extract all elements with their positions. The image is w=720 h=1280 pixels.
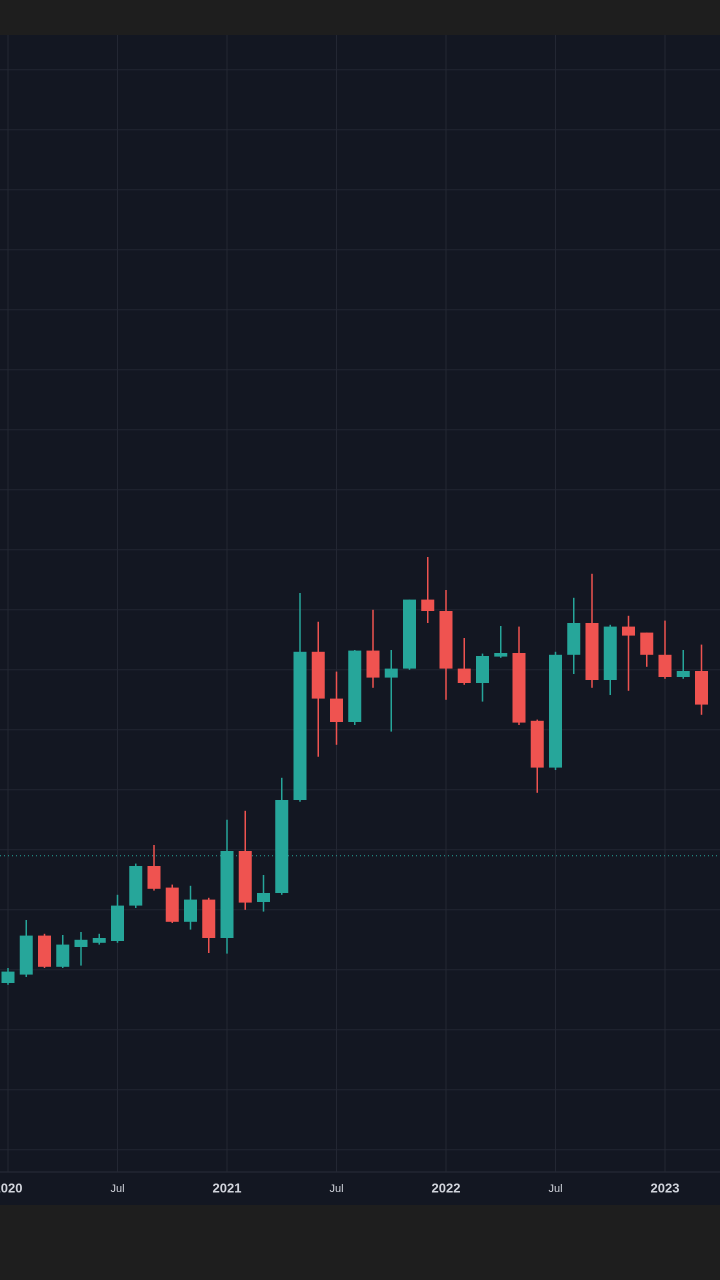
candle-body <box>403 599 416 669</box>
candle-body <box>293 651 307 800</box>
candle-body <box>457 668 471 683</box>
x-axis-background <box>0 1172 720 1205</box>
candle-body <box>257 893 270 902</box>
candle-body <box>567 623 581 655</box>
candle-body <box>695 671 708 705</box>
candle-body <box>165 887 179 922</box>
candle-body <box>38 935 51 967</box>
candle-body <box>348 650 362 722</box>
candle-body <box>530 720 544 768</box>
candle-body <box>330 698 343 722</box>
x-tick-label: Jul <box>548 1183 562 1195</box>
bottom-bar <box>0 1205 720 1280</box>
candle-body <box>658 654 672 677</box>
candle-body <box>421 599 435 611</box>
candle-body <box>111 905 124 941</box>
x-tick-label: 2021 <box>213 1180 242 1195</box>
candles <box>1 557 708 985</box>
candle-body <box>56 944 70 967</box>
candle-body <box>220 851 234 938</box>
candle-body <box>19 935 33 975</box>
x-tick-label: 2020 <box>0 1180 22 1195</box>
candle-body <box>1 971 15 983</box>
candle-body <box>129 866 143 906</box>
candle-body <box>439 611 453 669</box>
candle-body <box>147 866 161 889</box>
x-tick-label: 2022 <box>432 1180 461 1195</box>
candle-body <box>184 899 197 922</box>
candle-body <box>275 800 289 893</box>
candle-body <box>494 653 508 657</box>
candle-body <box>676 671 690 677</box>
candle-body <box>74 939 88 947</box>
x-tick-label: Jul <box>329 1183 343 1195</box>
candle-body <box>366 650 380 678</box>
candle-body <box>476 656 489 683</box>
candle-body <box>92 938 106 943</box>
x-tick-label: 2023 <box>651 1180 680 1195</box>
candle-body <box>384 668 398 678</box>
top-bar <box>0 0 720 35</box>
candle-body <box>585 623 599 680</box>
candle-body <box>549 654 562 768</box>
candle-body <box>622 626 635 636</box>
candle-body <box>238 851 252 903</box>
candle-body <box>311 651 325 699</box>
candle-body <box>202 899 216 938</box>
candle-body <box>603 626 617 680</box>
plot-background <box>0 35 720 1172</box>
candle-body <box>512 653 526 723</box>
x-tick-label: Jul <box>110 1183 124 1195</box>
candle-body <box>640 632 654 655</box>
